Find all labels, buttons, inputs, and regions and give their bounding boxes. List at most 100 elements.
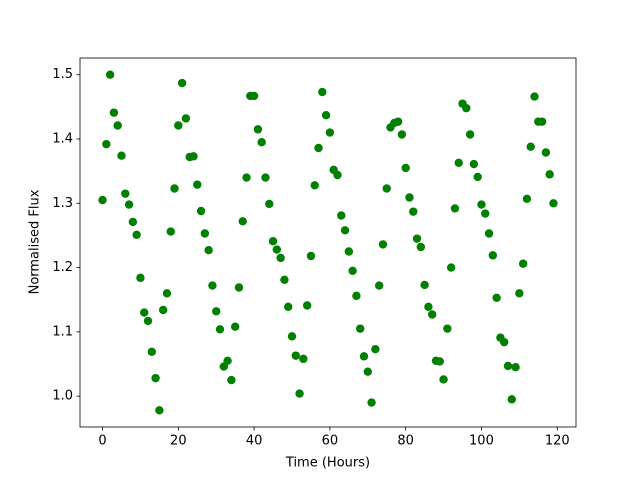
- scatter-point: [462, 103, 471, 113]
- scatter-point: [181, 114, 191, 123]
- scatter-point: [435, 357, 444, 366]
- scatter-point: [352, 291, 361, 301]
- scatter-point: [128, 217, 138, 227]
- scatter-point: [530, 92, 539, 101]
- x-axis-label: Time (Hours): [285, 456, 370, 471]
- scatter-point: [200, 229, 210, 238]
- scatter-point: [265, 199, 274, 209]
- scatter-point: [189, 152, 198, 161]
- scatter-point: [526, 142, 535, 151]
- scatter-point: [136, 273, 145, 283]
- scatter-point: [268, 237, 278, 246]
- scatter-point: [193, 180, 202, 189]
- scatter-point: [511, 363, 520, 372]
- scatter-point: [518, 259, 528, 268]
- y-tick-label: 1.4: [52, 132, 73, 147]
- scatter-point: [147, 347, 157, 356]
- y-tick-label: 1.3: [52, 196, 73, 211]
- scatter-point: [420, 280, 429, 290]
- scatter-point: [344, 247, 354, 256]
- scatter-point: [98, 195, 107, 205]
- scatter-point: [549, 199, 558, 208]
- scatter-point: [378, 240, 388, 249]
- scatter-point: [348, 266, 357, 275]
- scatter-point: [424, 302, 433, 311]
- scatter-point: [155, 406, 164, 415]
- x-tick-label: 120: [545, 434, 570, 449]
- y-tick-label: 1.0: [52, 389, 73, 404]
- scatter-point: [113, 121, 122, 130]
- scatter-point: [337, 211, 346, 220]
- scatter-point: [151, 373, 160, 383]
- scatter-point: [177, 78, 187, 88]
- scatter-point: [397, 130, 407, 139]
- scatter-point: [223, 356, 232, 365]
- scatter-point: [310, 181, 319, 190]
- scatter-point: [454, 158, 463, 167]
- scatter-point: [412, 234, 422, 243]
- scatter-point: [230, 322, 240, 331]
- scatter-point: [242, 173, 251, 182]
- scatter-point: [356, 324, 365, 333]
- scatter-point: [363, 367, 372, 376]
- scatter-point: [121, 189, 130, 198]
- scatter-point: [295, 389, 304, 398]
- scatter-point: [204, 246, 213, 255]
- scatter-point: [465, 130, 475, 139]
- scatter-point: [306, 251, 316, 261]
- scatter-point: [443, 324, 452, 333]
- scatter-point: [162, 289, 172, 298]
- scatter-point: [284, 302, 293, 311]
- scatter-point: [238, 217, 247, 226]
- y-tick-label: 1.2: [52, 260, 73, 275]
- scatter-point: [170, 184, 179, 193]
- x-tick-label: 80: [397, 434, 414, 449]
- scatter-point: [409, 207, 418, 216]
- scatter-point: [325, 128, 335, 137]
- scatter-point: [276, 253, 285, 263]
- scatter-point: [484, 229, 494, 238]
- x-tick-label: 20: [170, 434, 187, 449]
- scatter-point: [253, 125, 263, 134]
- scatter-point: [545, 170, 554, 179]
- scatter-point: [401, 163, 410, 173]
- scatter-point: [166, 227, 175, 236]
- scatter-point: [450, 204, 460, 213]
- scatter-point: [314, 143, 323, 153]
- scatter-point: [105, 70, 115, 79]
- scatter-point: [393, 117, 403, 126]
- scatter-point: [367, 398, 376, 407]
- scatter-point: [469, 159, 479, 169]
- scatter-point: [158, 305, 168, 315]
- scatter-point: [261, 173, 270, 182]
- x-tick-label: 40: [246, 434, 263, 449]
- scatter-point: [117, 151, 126, 160]
- scatter-point: [257, 138, 266, 147]
- y-axis-label: Normalised Flux: [28, 189, 43, 294]
- scatter-point: [371, 345, 380, 354]
- scatter-point: [473, 172, 482, 182]
- scatter-point: [140, 308, 149, 317]
- scatter-point: [291, 351, 300, 360]
- scatter-point: [499, 337, 509, 347]
- scatter-point: [102, 139, 111, 149]
- scatter-point: [321, 111, 331, 120]
- scatter-point: [196, 206, 206, 216]
- scatter-point: [405, 193, 414, 202]
- scatter-point: [481, 209, 490, 218]
- scatter-point: [215, 325, 225, 334]
- scatter-point: [132, 230, 141, 239]
- scatter-point: [515, 289, 524, 298]
- scatter-point: [143, 316, 153, 326]
- scatter-point: [522, 194, 532, 203]
- scatter-point: [537, 117, 547, 126]
- scatter-point: [428, 310, 437, 319]
- scatter-point: [302, 301, 312, 310]
- scatter-point: [208, 281, 217, 290]
- scatter-point: [416, 242, 426, 252]
- x-tick-label: 60: [322, 434, 339, 449]
- scatter-point: [272, 245, 282, 254]
- scatter-point: [374, 281, 384, 290]
- scatter-point: [280, 275, 289, 284]
